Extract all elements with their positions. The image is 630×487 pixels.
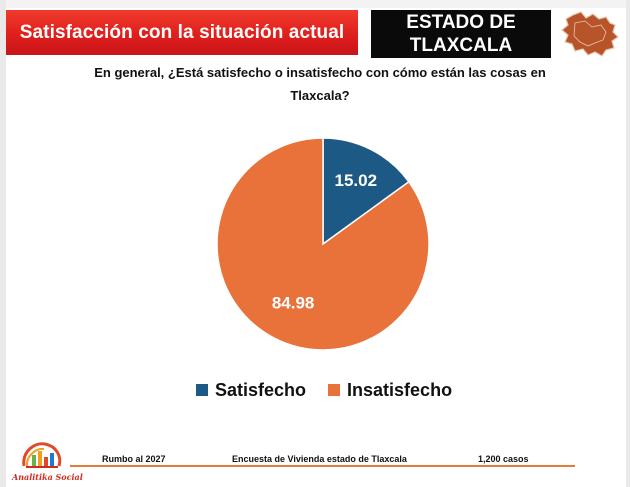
window-frame-left [0,0,6,487]
pie-slice-satisfecho [322,137,410,246]
legend-item-insatisfecho: Insatisfecho [328,380,452,401]
question-line-2: Tlaxcala? [290,88,350,103]
pie-chart-svg: 15.02 84.98 [216,137,430,351]
survey-question: En general, ¿Está satisfecho o insatisfe… [40,61,600,107]
window-frame-top [0,0,630,8]
title-banner: Satisfacción con la situación actual [6,10,364,55]
tlaxcala-map-icon [555,9,623,59]
data-label-satisfecho: 15.02 [334,171,377,190]
brand-logo-text: Analitika Social [12,472,83,482]
brand-logo: Analitika Social [12,436,83,484]
question-line-1: En general, ¿Está satisfecho o insatisfe… [94,65,546,80]
pie-chart: 15.02 84.98 [210,134,436,354]
legend-label-satisfecho: Satisfecho [215,379,307,400]
footer-left-text: Rumbo al 2027 [102,454,166,464]
window-frame-right [626,0,630,487]
footer-right-text: 1,200 casos [478,454,529,464]
bar-chart-logo-icon [22,442,62,468]
data-label-insatisfecho: 84.98 [272,294,315,313]
page-title: Satisfacción con la situación actual [19,21,345,43]
footer-divider [70,465,575,467]
legend-item-satisfecho: Satisfecho [196,380,306,401]
legend-label-insatisfecho: Insatisfecho [347,379,453,400]
state-banner: ESTADO DE TLAXCALA [371,10,551,58]
chart-legend: Satisfecho Insatisfecho [196,378,474,402]
state-label-line1: ESTADO DE [406,12,516,33]
legend-swatch-satisfecho [196,384,208,396]
state-label-line2: TLAXCALA [409,35,513,56]
legend-swatch-insatisfecho [328,384,341,396]
pie-slice-insatisfecho [216,137,430,351]
footer-center-text: Encuesta de Vivienda estado de Tlaxcala [232,454,407,464]
